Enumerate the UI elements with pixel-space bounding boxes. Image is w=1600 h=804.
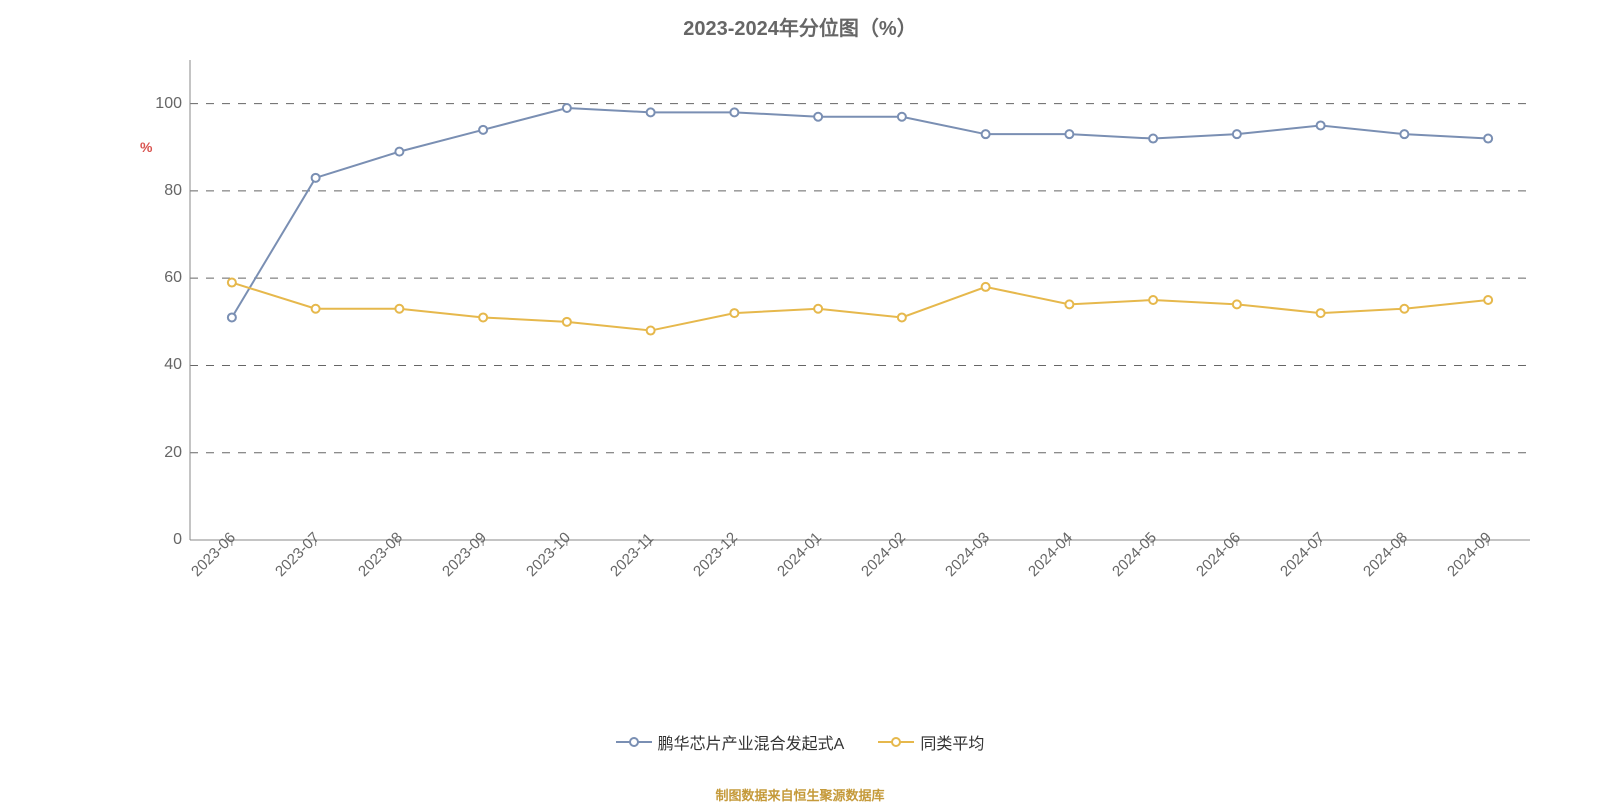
series-marker-0 — [814, 113, 822, 121]
y-tick-label: 40 — [164, 356, 182, 374]
series-marker-0 — [312, 174, 320, 182]
series-marker-1 — [898, 313, 906, 321]
series-marker-0 — [982, 130, 990, 138]
chart-source-note: 制图数据来自恒生聚源数据库 — [0, 785, 1600, 804]
series-marker-0 — [730, 108, 738, 116]
series-marker-1 — [982, 283, 990, 291]
legend-marker-icon — [891, 737, 901, 747]
series-marker-0 — [1400, 130, 1408, 138]
series-marker-0 — [1484, 135, 1492, 143]
chart-svg — [190, 60, 1530, 540]
legend-item-1: 同类平均 — [878, 730, 984, 754]
series-marker-1 — [730, 309, 738, 317]
legend-label: 鹏华芯片产业混合发起式A — [658, 730, 845, 754]
series-marker-1 — [1317, 309, 1325, 317]
series-marker-1 — [1065, 300, 1073, 308]
series-marker-1 — [647, 327, 655, 335]
legend-marker-icon — [629, 737, 639, 747]
series-marker-0 — [563, 104, 571, 112]
series-marker-0 — [1233, 130, 1241, 138]
series-marker-1 — [1149, 296, 1157, 304]
series-marker-1 — [1484, 296, 1492, 304]
series-marker-1 — [479, 313, 487, 321]
chart-legend: 鹏华芯片产业混合发起式A 同类平均 — [0, 730, 1600, 754]
series-line-1 — [232, 283, 1488, 331]
series-marker-0 — [898, 113, 906, 121]
y-tick-label: 100 — [155, 95, 182, 113]
y-tick-label: 20 — [164, 444, 182, 462]
chart-title: 2023-2024年分位图（%） — [0, 12, 1600, 41]
series-marker-1 — [228, 279, 236, 287]
series-marker-0 — [647, 108, 655, 116]
series-marker-0 — [1065, 130, 1073, 138]
y-tick-label: 60 — [164, 269, 182, 287]
series-marker-0 — [1149, 135, 1157, 143]
series-marker-1 — [312, 305, 320, 313]
legend-item-0: 鹏华芯片产业混合发起式A — [616, 730, 845, 754]
series-marker-1 — [395, 305, 403, 313]
series-marker-0 — [1317, 121, 1325, 129]
legend-swatch — [878, 736, 914, 748]
series-marker-0 — [228, 313, 236, 321]
series-marker-1 — [814, 305, 822, 313]
legend-label: 同类平均 — [920, 730, 984, 754]
chart-plot-area: 0204060801002023-062023-072023-082023-09… — [190, 60, 1530, 540]
series-marker-1 — [563, 318, 571, 326]
series-marker-0 — [395, 148, 403, 156]
series-line-0 — [232, 108, 1488, 317]
series-marker-0 — [479, 126, 487, 134]
legend-swatch — [616, 736, 652, 748]
y-axis-unit-label: % — [140, 139, 152, 155]
series-marker-1 — [1400, 305, 1408, 313]
y-tick-label: 80 — [164, 182, 182, 200]
series-marker-1 — [1233, 300, 1241, 308]
y-tick-label: 0 — [173, 531, 182, 549]
